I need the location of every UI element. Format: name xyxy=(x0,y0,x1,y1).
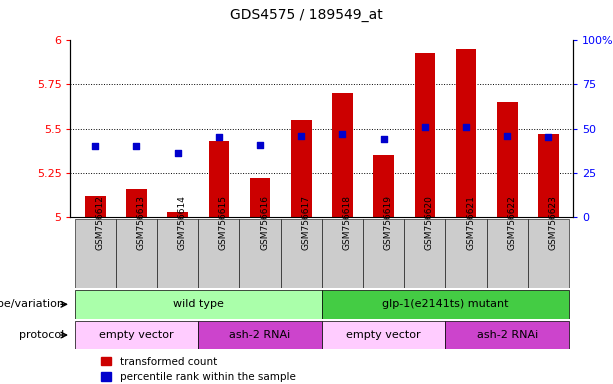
Text: empty vector: empty vector xyxy=(346,330,421,340)
Point xyxy=(338,131,348,137)
Bar xyxy=(487,219,528,288)
Text: GSM756618: GSM756618 xyxy=(343,195,351,250)
Bar xyxy=(455,49,476,217)
Bar xyxy=(446,219,487,288)
Text: GSM756617: GSM756617 xyxy=(301,195,310,250)
Bar xyxy=(198,219,240,288)
Bar xyxy=(363,219,404,288)
Point xyxy=(132,143,142,149)
Bar xyxy=(322,290,569,319)
Text: GSM756613: GSM756613 xyxy=(137,195,145,250)
Bar xyxy=(332,93,352,217)
Bar xyxy=(75,219,116,288)
Text: protocol: protocol xyxy=(19,330,64,340)
Text: glp-1(e2141ts) mutant: glp-1(e2141ts) mutant xyxy=(382,299,509,310)
Bar xyxy=(281,219,322,288)
Bar xyxy=(414,53,435,217)
Bar xyxy=(198,321,322,349)
Bar xyxy=(322,219,363,288)
Bar xyxy=(249,178,270,217)
Bar xyxy=(208,141,229,217)
Point xyxy=(544,134,554,141)
Bar xyxy=(126,189,147,217)
Text: GSM756615: GSM756615 xyxy=(219,195,228,250)
Text: GSM756623: GSM756623 xyxy=(549,195,557,250)
Text: wild type: wild type xyxy=(173,299,224,310)
Bar xyxy=(75,321,198,349)
Bar xyxy=(446,321,569,349)
Bar xyxy=(291,120,311,217)
Text: GSM756612: GSM756612 xyxy=(95,195,104,250)
Point xyxy=(173,150,183,156)
Bar xyxy=(116,219,157,288)
Bar xyxy=(75,290,322,319)
Text: ash-2 RNAi: ash-2 RNAi xyxy=(476,330,538,340)
Point xyxy=(90,143,100,149)
Text: GSM756622: GSM756622 xyxy=(507,195,516,250)
Text: GSM756616: GSM756616 xyxy=(260,195,269,250)
Bar xyxy=(322,321,446,349)
Text: GSM756621: GSM756621 xyxy=(466,195,475,250)
Text: empty vector: empty vector xyxy=(99,330,173,340)
Bar xyxy=(85,196,105,217)
Bar xyxy=(167,212,188,217)
Point xyxy=(420,124,430,130)
Legend: transformed count, percentile rank within the sample: transformed count, percentile rank withi… xyxy=(101,357,295,382)
Point xyxy=(379,136,389,142)
Point xyxy=(255,141,265,147)
Bar xyxy=(404,219,446,288)
Text: GSM756619: GSM756619 xyxy=(384,195,393,250)
Point xyxy=(296,132,306,139)
Text: GDS4575 / 189549_at: GDS4575 / 189549_at xyxy=(230,8,383,22)
Text: GSM756614: GSM756614 xyxy=(178,195,186,250)
Text: genotype/variation: genotype/variation xyxy=(0,299,64,310)
Bar xyxy=(157,219,198,288)
Bar xyxy=(373,155,394,217)
Bar xyxy=(497,102,517,217)
Bar xyxy=(538,134,558,217)
Text: GSM756620: GSM756620 xyxy=(425,195,434,250)
Point xyxy=(502,132,512,139)
Point xyxy=(461,124,471,130)
Bar xyxy=(528,219,569,288)
Bar xyxy=(240,219,281,288)
Point xyxy=(214,134,224,141)
Text: ash-2 RNAi: ash-2 RNAi xyxy=(229,330,291,340)
